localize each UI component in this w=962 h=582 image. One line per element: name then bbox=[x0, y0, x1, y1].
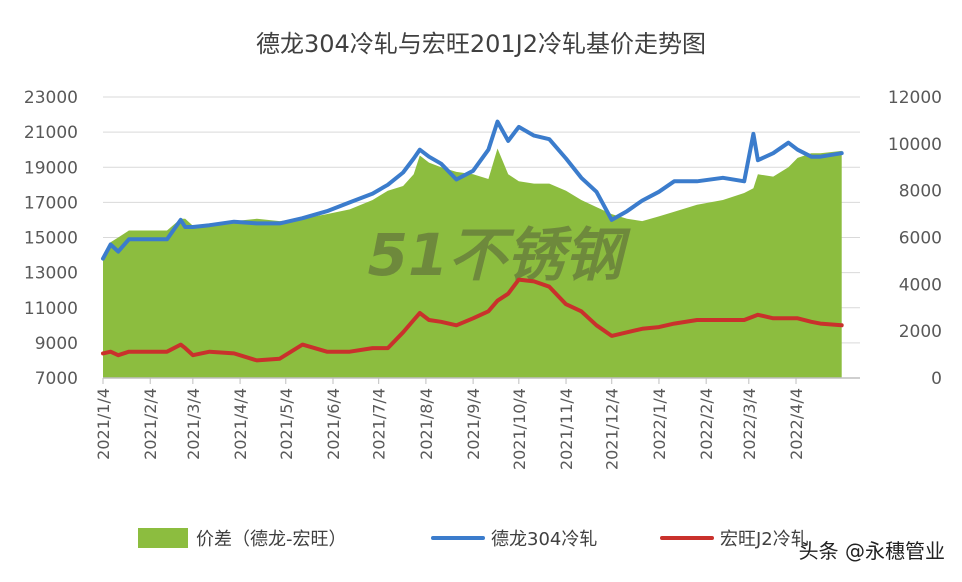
left-tick-label: 15000 bbox=[24, 229, 78, 249]
x-tick-label: 2021/2/4 bbox=[141, 388, 160, 460]
right-tick-label: 0 bbox=[931, 369, 942, 389]
x-tick-label: 2021/7/4 bbox=[370, 388, 389, 460]
left-tick-label: 17000 bbox=[24, 193, 78, 213]
right-tick-label: 10000 bbox=[888, 135, 942, 155]
x-tick-label: 2021/6/4 bbox=[324, 388, 343, 460]
source-label: 头条 @永穗管业 bbox=[799, 539, 945, 563]
legend-label: 价差（德龙-宏旺） bbox=[196, 529, 347, 550]
x-tick-label: 2021/8/4 bbox=[417, 388, 436, 460]
axis-layer: 7000 9000 11000 13000 15000 17000 19000 21000 23… bbox=[24, 88, 942, 470]
right-tick-label: 4000 bbox=[899, 275, 942, 295]
x-tick-label: 2021/5/4 bbox=[277, 388, 296, 460]
area-layer bbox=[103, 148, 842, 378]
right-tick-label: 12000 bbox=[888, 88, 942, 108]
left-tick-label: 9000 bbox=[35, 334, 78, 354]
line-layer bbox=[101, 119, 844, 363]
x-tick-label: 2022/2/4 bbox=[697, 388, 716, 460]
left-tick-label: 23000 bbox=[24, 88, 78, 108]
legend-label: 德龙304冷轧 bbox=[491, 529, 597, 550]
x-tick-label: 2021/9/4 bbox=[464, 388, 483, 460]
x-tick-label: 2022/4/4 bbox=[787, 388, 806, 460]
legend-label: 宏旺J2冷轧 bbox=[720, 529, 809, 550]
right-tick-label: 2000 bbox=[899, 322, 942, 342]
watermark-layer: 51不锈钢 bbox=[368, 221, 632, 289]
left-tick-label: 7000 bbox=[35, 369, 78, 389]
series-line-hongwang-j2 bbox=[101, 277, 844, 363]
left-tick-label: 19000 bbox=[24, 158, 78, 178]
x-tick-label: 2021/1/4 bbox=[94, 388, 113, 460]
left-tick-label: 21000 bbox=[24, 123, 78, 143]
left-tick-label: 13000 bbox=[24, 264, 78, 284]
watermark: 51不锈钢 bbox=[368, 221, 632, 289]
right-tick-label: 8000 bbox=[899, 182, 942, 202]
x-tick-label: 2021/4/4 bbox=[231, 388, 250, 460]
x-tick-label: 2022/1/4 bbox=[650, 388, 669, 460]
series-area-price-spread bbox=[103, 148, 842, 378]
x-tick-label: 2021/10/4 bbox=[510, 388, 529, 470]
legend-swatch-price-spread bbox=[138, 528, 188, 548]
x-tick-label: 2022/3/4 bbox=[740, 388, 759, 460]
left-tick-label: 11000 bbox=[24, 299, 78, 319]
x-tick-label: 2021/3/4 bbox=[184, 388, 203, 460]
x-tick-label: 2021/11/4 bbox=[557, 388, 576, 470]
right-tick-label: 6000 bbox=[899, 229, 942, 249]
chart-title: 德龙304冷轧与宏旺201J2冷轧基价走势图 bbox=[256, 30, 706, 58]
x-tick-label: 2021/12/4 bbox=[603, 388, 622, 470]
series-line-delong-304 bbox=[101, 119, 844, 261]
legend-layer: 价差（德龙-宏旺） 德龙304冷轧 宏旺J2冷轧 bbox=[138, 528, 809, 550]
